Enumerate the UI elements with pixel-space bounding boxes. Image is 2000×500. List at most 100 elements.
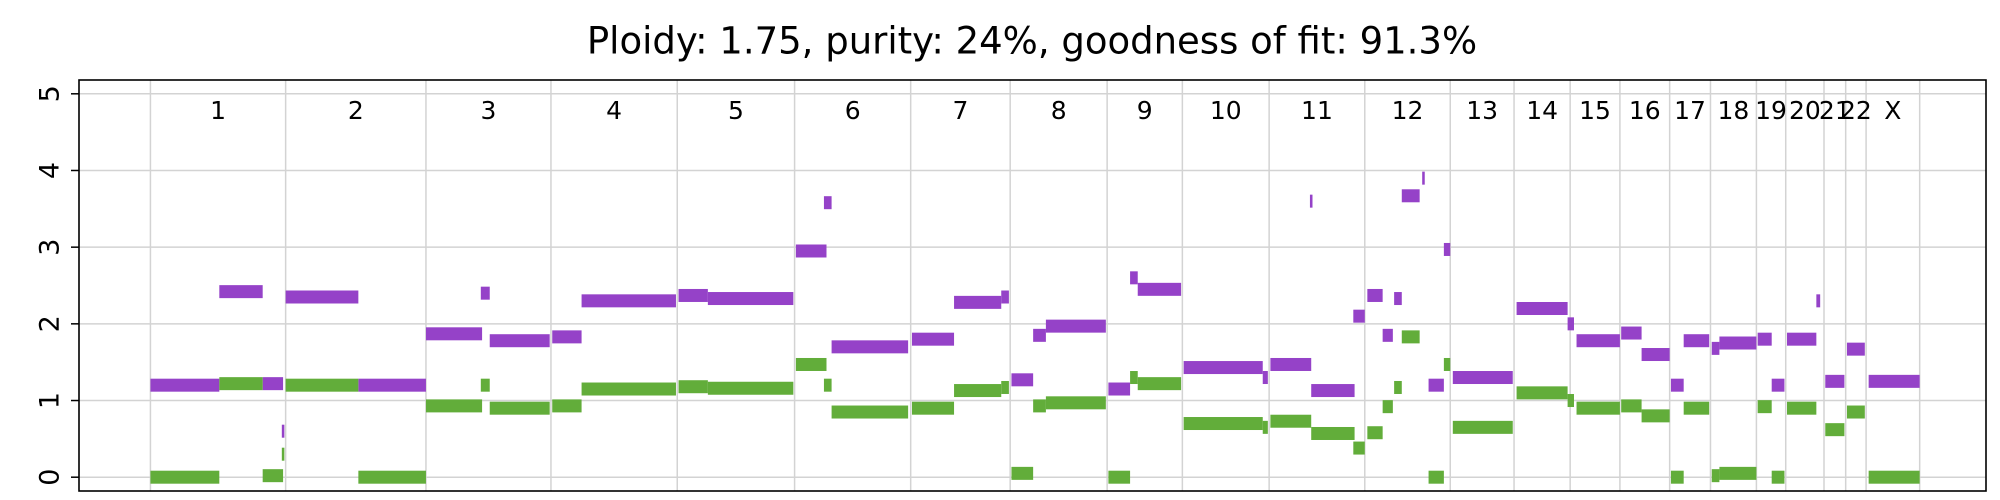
segment bbox=[1011, 373, 1034, 387]
segment bbox=[552, 330, 582, 344]
segment bbox=[1130, 271, 1138, 285]
segment bbox=[1262, 420, 1268, 434]
chromosome-label: 5 bbox=[728, 96, 744, 125]
segment bbox=[1428, 378, 1444, 392]
segment bbox=[581, 294, 676, 308]
segment bbox=[1711, 341, 1720, 355]
segment bbox=[1868, 374, 1920, 388]
segment bbox=[1394, 292, 1402, 306]
segment bbox=[1452, 420, 1513, 434]
segment bbox=[285, 378, 359, 392]
segment bbox=[823, 378, 832, 392]
chromosome-label: 16 bbox=[1629, 96, 1661, 125]
segment bbox=[281, 447, 285, 461]
chromosome-label: 8 bbox=[1051, 96, 1067, 125]
segment bbox=[678, 288, 708, 302]
segment bbox=[1367, 288, 1383, 302]
segment bbox=[1771, 470, 1785, 484]
segment bbox=[489, 401, 550, 415]
chromosome-label: 20 bbox=[1789, 96, 1821, 125]
segment bbox=[1868, 470, 1920, 484]
segment bbox=[1452, 371, 1513, 385]
segment bbox=[262, 469, 284, 483]
plot-frame bbox=[78, 79, 1987, 492]
segment bbox=[1137, 282, 1182, 296]
segment bbox=[1516, 302, 1568, 316]
segment bbox=[795, 244, 827, 258]
segment bbox=[425, 327, 483, 341]
segment bbox=[1401, 189, 1420, 203]
segment bbox=[1311, 426, 1355, 440]
segment bbox=[1108, 470, 1131, 484]
segment bbox=[552, 399, 582, 413]
chart-title: Ploidy: 1.75, purity: 24%, goodness of f… bbox=[587, 20, 1477, 63]
chromosome-label: 21 bbox=[1819, 96, 1851, 125]
chromosome-label: 17 bbox=[1674, 96, 1706, 125]
segment bbox=[1567, 317, 1574, 331]
segment bbox=[281, 424, 285, 438]
segment bbox=[1825, 374, 1845, 388]
segment bbox=[358, 378, 426, 392]
segment bbox=[1670, 470, 1684, 484]
chromosome-label: 1 bbox=[210, 96, 226, 125]
chromosome-label: 14 bbox=[1526, 96, 1558, 125]
chromosome-label: 7 bbox=[952, 96, 968, 125]
segment bbox=[150, 470, 220, 484]
segment bbox=[1262, 371, 1268, 385]
segment bbox=[1711, 469, 1720, 483]
y-tick-label: 4 bbox=[35, 162, 66, 179]
segment bbox=[1641, 409, 1670, 423]
chromosome-label: 15 bbox=[1579, 96, 1611, 125]
y-tick-label: 5 bbox=[35, 85, 66, 102]
y-tick-label: 1 bbox=[35, 392, 66, 409]
segment bbox=[581, 382, 676, 396]
segment bbox=[1183, 361, 1263, 375]
segment bbox=[1001, 380, 1009, 394]
segment bbox=[1825, 423, 1845, 437]
segment bbox=[831, 405, 909, 419]
segment bbox=[1816, 294, 1821, 308]
segment bbox=[1401, 330, 1420, 344]
segment bbox=[707, 292, 794, 306]
chromosome-label: 19 bbox=[1755, 96, 1787, 125]
segment bbox=[1719, 466, 1757, 480]
segment bbox=[1045, 319, 1106, 333]
chromosome-label: 4 bbox=[606, 96, 622, 125]
segment bbox=[954, 295, 1002, 309]
segment bbox=[1108, 382, 1131, 396]
segment bbox=[1846, 342, 1865, 356]
segment bbox=[954, 384, 1002, 398]
segment bbox=[1621, 399, 1642, 413]
segment bbox=[1309, 194, 1313, 208]
chromosome-label: 13 bbox=[1466, 96, 1498, 125]
segment bbox=[823, 196, 832, 210]
segment bbox=[911, 332, 955, 346]
segment bbox=[1270, 414, 1312, 428]
chromosome-label: 10 bbox=[1210, 96, 1242, 125]
segment bbox=[1576, 334, 1620, 348]
segment bbox=[911, 401, 955, 415]
segment bbox=[1382, 400, 1393, 414]
segment bbox=[1641, 348, 1670, 362]
segment bbox=[1130, 371, 1138, 385]
segment bbox=[1394, 380, 1402, 394]
y-tick-label: 0 bbox=[35, 469, 66, 486]
segment bbox=[358, 470, 426, 484]
segment bbox=[1846, 405, 1865, 419]
segment bbox=[1137, 377, 1182, 391]
segment bbox=[1270, 357, 1312, 371]
segment bbox=[150, 378, 220, 392]
segment bbox=[262, 377, 284, 391]
chromosome-label: 22 bbox=[1840, 96, 1872, 125]
chromosome-label: 6 bbox=[845, 96, 861, 125]
segment bbox=[425, 399, 483, 413]
segment bbox=[1045, 396, 1106, 410]
segment bbox=[1422, 171, 1425, 185]
chromosome-label: 11 bbox=[1301, 96, 1333, 125]
chromosome-label: 9 bbox=[1137, 96, 1153, 125]
chromosome-label: 2 bbox=[348, 96, 364, 125]
segment bbox=[219, 285, 263, 299]
y-tick-label: 2 bbox=[35, 315, 66, 332]
segment bbox=[1353, 441, 1365, 455]
